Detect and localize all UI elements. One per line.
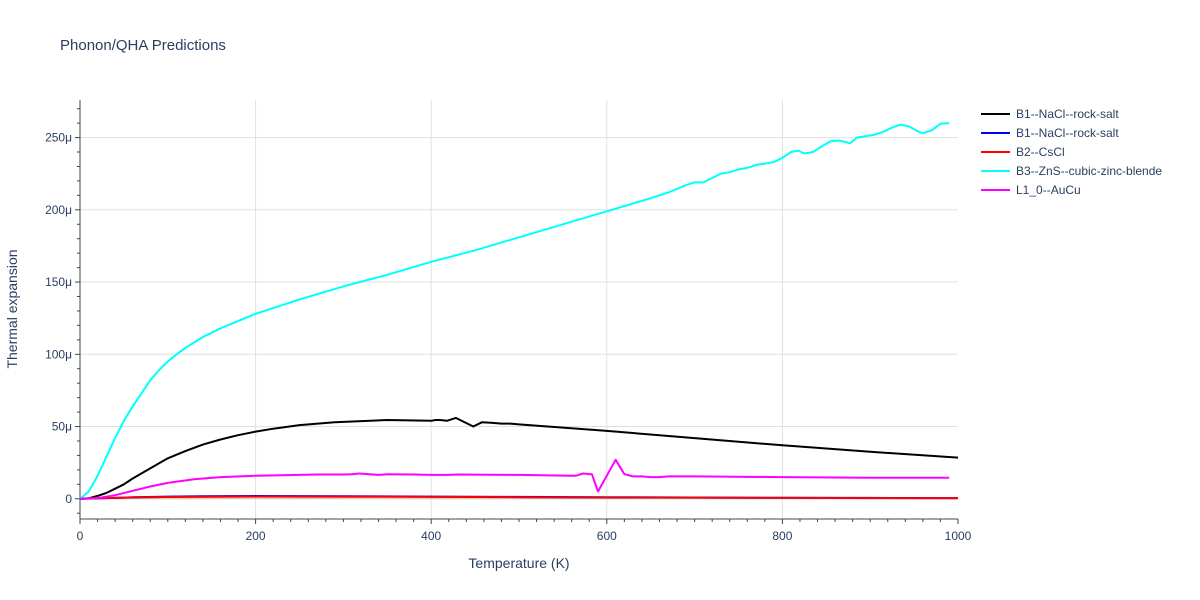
series-line-4 xyxy=(79,458,950,500)
x-tick-label: 200 xyxy=(246,529,266,543)
series-line-3 xyxy=(79,122,950,500)
chart-title: Phonon/QHA Predictions xyxy=(60,37,226,54)
y-axis-title: Thermal expansion xyxy=(4,249,20,368)
series-line-0 xyxy=(79,416,959,500)
x-tick-label: 800 xyxy=(772,529,792,543)
grid xyxy=(80,100,958,519)
legend-label: B2--CsCl xyxy=(1016,145,1065,159)
x-tick-label: 600 xyxy=(597,529,617,543)
x-tick-label: 0 xyxy=(77,529,84,543)
plot-area xyxy=(79,122,959,500)
y-tick-label: 150μ xyxy=(45,275,72,289)
y-tick-label: 0 xyxy=(65,492,72,506)
legend-label: B3--ZnS--cubic-zinc-blende xyxy=(1016,164,1162,178)
legend-label: B1--NaCl--rock-salt xyxy=(1016,126,1119,140)
y-tick-label: 200μ xyxy=(45,203,72,217)
y-tick-label: 100μ xyxy=(45,347,72,361)
legend-label: B1--NaCl--rock-salt xyxy=(1016,107,1119,121)
series-line-2 xyxy=(79,495,959,500)
y-tick-label: 50μ xyxy=(52,420,72,434)
x-tick-label: 400 xyxy=(421,529,441,543)
x-axis-title: Temperature (K) xyxy=(468,555,569,571)
axes: 0 200 400 600 800 1000 0 50μ 100μ 150μ 200μ 250μ xyxy=(45,100,972,543)
legend-label: L1_0--AuCu xyxy=(1016,183,1081,197)
x-tick-label: 1000 xyxy=(945,529,972,543)
y-tick-label: 250μ xyxy=(45,131,72,145)
legend: B1--NaCl--rock-salt B1--NaCl--rock-salt B2… xyxy=(981,107,1162,197)
